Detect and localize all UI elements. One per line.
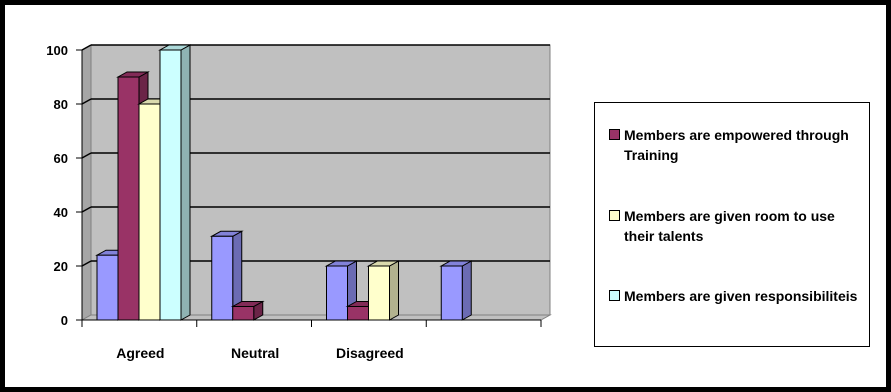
y-tick-labels: 0 20 40 60 80 100 — [46, 43, 68, 328]
plot-walls — [80, 44, 552, 321]
gridline-side — [81, 152, 92, 159]
bar-front — [232, 306, 255, 321]
x-category-label: Neutral — [231, 345, 279, 361]
y-tick-label: 40 — [54, 205, 68, 220]
bar-front — [347, 306, 369, 321]
legend-label: Members are given room to use their tale… — [624, 208, 835, 244]
gridline-side — [81, 44, 92, 51]
bar-side — [389, 260, 399, 321]
bar — [439, 260, 474, 321]
bar-front — [117, 76, 140, 321]
bar-front — [211, 235, 234, 321]
bar-front — [326, 265, 348, 321]
legend-label: Members are empowered through Training — [624, 127, 849, 163]
bar-front — [138, 103, 161, 321]
x-category-label: Agreed — [116, 345, 164, 361]
bar-front — [440, 265, 463, 321]
bar — [230, 300, 265, 321]
legend-swatch — [609, 210, 620, 221]
y-tick-label: 0 — [61, 313, 68, 328]
side-wall — [81, 44, 92, 321]
bar-front — [96, 254, 119, 321]
legend-label: Members are given responsibiliteis — [624, 288, 858, 304]
legend-swatch — [609, 129, 620, 140]
y-tick-label: 100 — [46, 43, 68, 58]
legend: Members are empowered through Training M… — [594, 102, 870, 347]
y-tick-label: 80 — [54, 97, 68, 112]
bar-front — [159, 49, 182, 321]
bar-front — [368, 265, 390, 321]
legend-swatch — [609, 290, 620, 301]
x-category-label: Disagreed — [336, 345, 404, 361]
gridline-side — [81, 206, 92, 213]
bar-side — [461, 260, 472, 321]
bar — [366, 260, 401, 321]
y-tick-label: 20 — [54, 259, 68, 274]
gridline-side — [81, 98, 92, 105]
gridline-side — [81, 260, 92, 267]
bar — [158, 44, 192, 321]
axes — [76, 49, 542, 327]
bars — [95, 44, 474, 321]
bar-side — [180, 44, 191, 321]
x-category-labels: Agreed Neutral Disagreed — [116, 345, 403, 361]
y-tick-label: 60 — [54, 151, 68, 166]
